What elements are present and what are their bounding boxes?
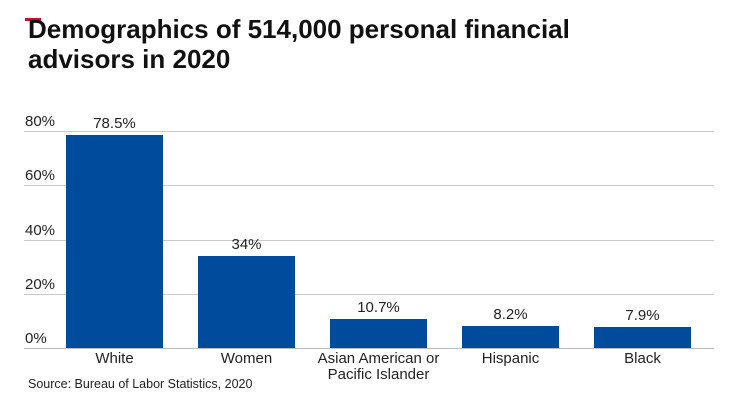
- bar-white: [66, 135, 163, 348]
- gridline-0: [24, 348, 714, 349]
- y-axis-tick-label: 60%: [25, 167, 56, 184]
- brand-accent-dash-icon: [25, 18, 41, 21]
- bar-value-label: 10.7%: [357, 299, 400, 316]
- x-axis-category-label: Asian American or Pacific Islander: [317, 350, 440, 383]
- bar-asian-american-or-pacific-islander: [330, 319, 427, 348]
- gridline-60: [24, 185, 714, 186]
- bar-hispanic: [462, 326, 559, 348]
- gridline-40: [24, 240, 714, 241]
- y-axis-tick-label: 20%: [25, 276, 56, 293]
- y-axis-tick-label: 0%: [25, 330, 47, 347]
- bar-women: [198, 256, 295, 348]
- bar-value-label: 78.5%: [93, 115, 136, 132]
- x-axis-category-label: White: [95, 350, 134, 367]
- chart-title: Demographics of 514,000 personal financi…: [28, 14, 570, 74]
- source-note: Source: Bureau of Labor Statistics, 2020: [28, 377, 253, 391]
- x-axis-category-label: Black: [624, 350, 661, 367]
- x-axis-category-label: Hispanic: [481, 350, 540, 367]
- gridline-80: [24, 131, 714, 132]
- y-axis-tick-label: 40%: [25, 222, 56, 239]
- bar-value-label: 7.9%: [625, 307, 660, 324]
- x-axis-category-label: Women: [220, 350, 273, 367]
- y-axis-tick-label: 80%: [25, 113, 56, 130]
- bar-value-label: 8.2%: [493, 306, 528, 323]
- bar-value-label: 34%: [231, 236, 262, 253]
- gridline-20: [24, 294, 714, 295]
- bar-black: [594, 327, 691, 348]
